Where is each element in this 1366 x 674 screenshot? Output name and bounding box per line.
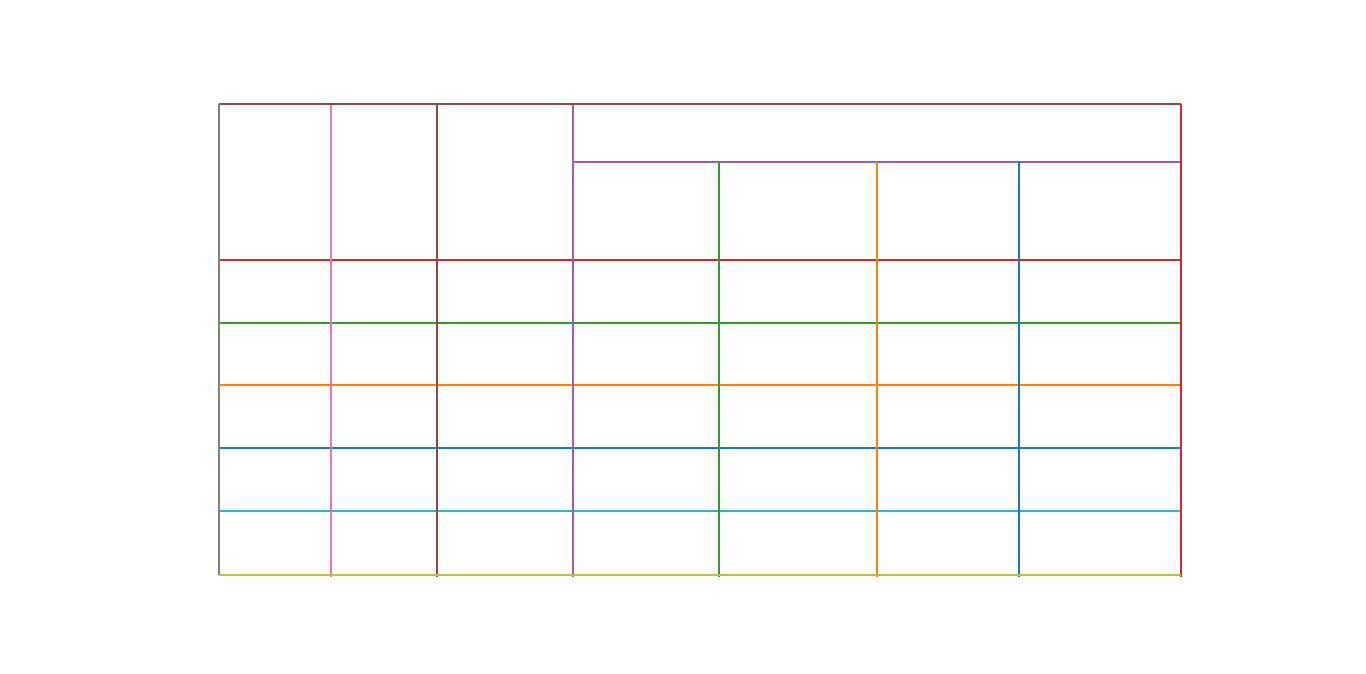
- header-cell-col6[interactable]: [877, 162, 1019, 260]
- row-separator-5: [219, 510, 1181, 512]
- column-separator-2: [436, 104, 438, 577]
- table-cell-r3-c7[interactable]: [1019, 385, 1181, 448]
- table-cell-r2-c5[interactable]: [719, 323, 877, 385]
- table-cell-r4-c2[interactable]: [331, 448, 437, 511]
- header-cell-col3[interactable]: [437, 104, 573, 260]
- table-cell-r1-c5[interactable]: [719, 260, 877, 323]
- column-separator-1: [330, 104, 332, 577]
- table-cell-r1-c6[interactable]: [877, 260, 1019, 323]
- table-top-border: [219, 103, 1181, 105]
- column-separator-5: [876, 162, 878, 577]
- row-separator-4: [219, 447, 1181, 449]
- header-cell-col1[interactable]: [219, 104, 331, 260]
- table-cell-r4-c6[interactable]: [877, 448, 1019, 511]
- table-cell-r2-c6[interactable]: [877, 323, 1019, 385]
- column-separator-4: [718, 162, 720, 577]
- table-cell-r1-c2[interactable]: [331, 260, 437, 323]
- table-cell-r1-c7[interactable]: [1019, 260, 1181, 323]
- table-cell-r1-c1[interactable]: [219, 260, 331, 323]
- table-left-border: [218, 104, 220, 575]
- table-cell-r5-c6[interactable]: [877, 511, 1019, 575]
- header-cell-col4[interactable]: [573, 162, 719, 260]
- table-cell-r5-c2[interactable]: [331, 511, 437, 575]
- table-cell-r5-c1[interactable]: [219, 511, 331, 575]
- table-cell-r4-c4[interactable]: [573, 448, 719, 511]
- header-cell-col7[interactable]: [1019, 162, 1181, 260]
- table-cell-r2-c7[interactable]: [1019, 323, 1181, 385]
- row-separator-1: [219, 259, 1181, 261]
- table-cell-r2-c4[interactable]: [573, 323, 719, 385]
- column-separator-6: [1018, 162, 1020, 577]
- table-cell-r4-c3[interactable]: [437, 448, 573, 511]
- row-separator-3: [219, 384, 1181, 386]
- table-cell-r3-c5[interactable]: [719, 385, 877, 448]
- table-cell-r5-c7[interactable]: [1019, 511, 1181, 575]
- table-cell-r4-c5[interactable]: [719, 448, 877, 511]
- table-cell-r4-c7[interactable]: [1019, 448, 1181, 511]
- table-right-border: [1180, 104, 1182, 577]
- table-cell-r4-c1[interactable]: [219, 448, 331, 511]
- table-cell-r3-c6[interactable]: [877, 385, 1019, 448]
- row-separator-2: [219, 322, 1181, 324]
- table-cell-r1-c4[interactable]: [573, 260, 719, 323]
- table-cell-r3-c4[interactable]: [573, 385, 719, 448]
- table-cell-r2-c2[interactable]: [331, 323, 437, 385]
- column-separator-3: [572, 104, 574, 577]
- table-cell-r2-c1[interactable]: [219, 323, 331, 385]
- table-bottom-border: [219, 574, 1181, 576]
- table-cell-r2-c3[interactable]: [437, 323, 573, 385]
- header-cell-col2[interactable]: [331, 104, 437, 260]
- table-cell-r5-c3[interactable]: [437, 511, 573, 575]
- header-group-spanning[interactable]: [573, 104, 1181, 162]
- header-cell-col5[interactable]: [719, 162, 877, 260]
- table-cell-r3-c1[interactable]: [219, 385, 331, 448]
- table-cell-r3-c2[interactable]: [331, 385, 437, 448]
- table-cell-r5-c4[interactable]: [573, 511, 719, 575]
- table-cell-r3-c3[interactable]: [437, 385, 573, 448]
- table-cell-r1-c3[interactable]: [437, 260, 573, 323]
- table-cell-r5-c5[interactable]: [719, 511, 877, 575]
